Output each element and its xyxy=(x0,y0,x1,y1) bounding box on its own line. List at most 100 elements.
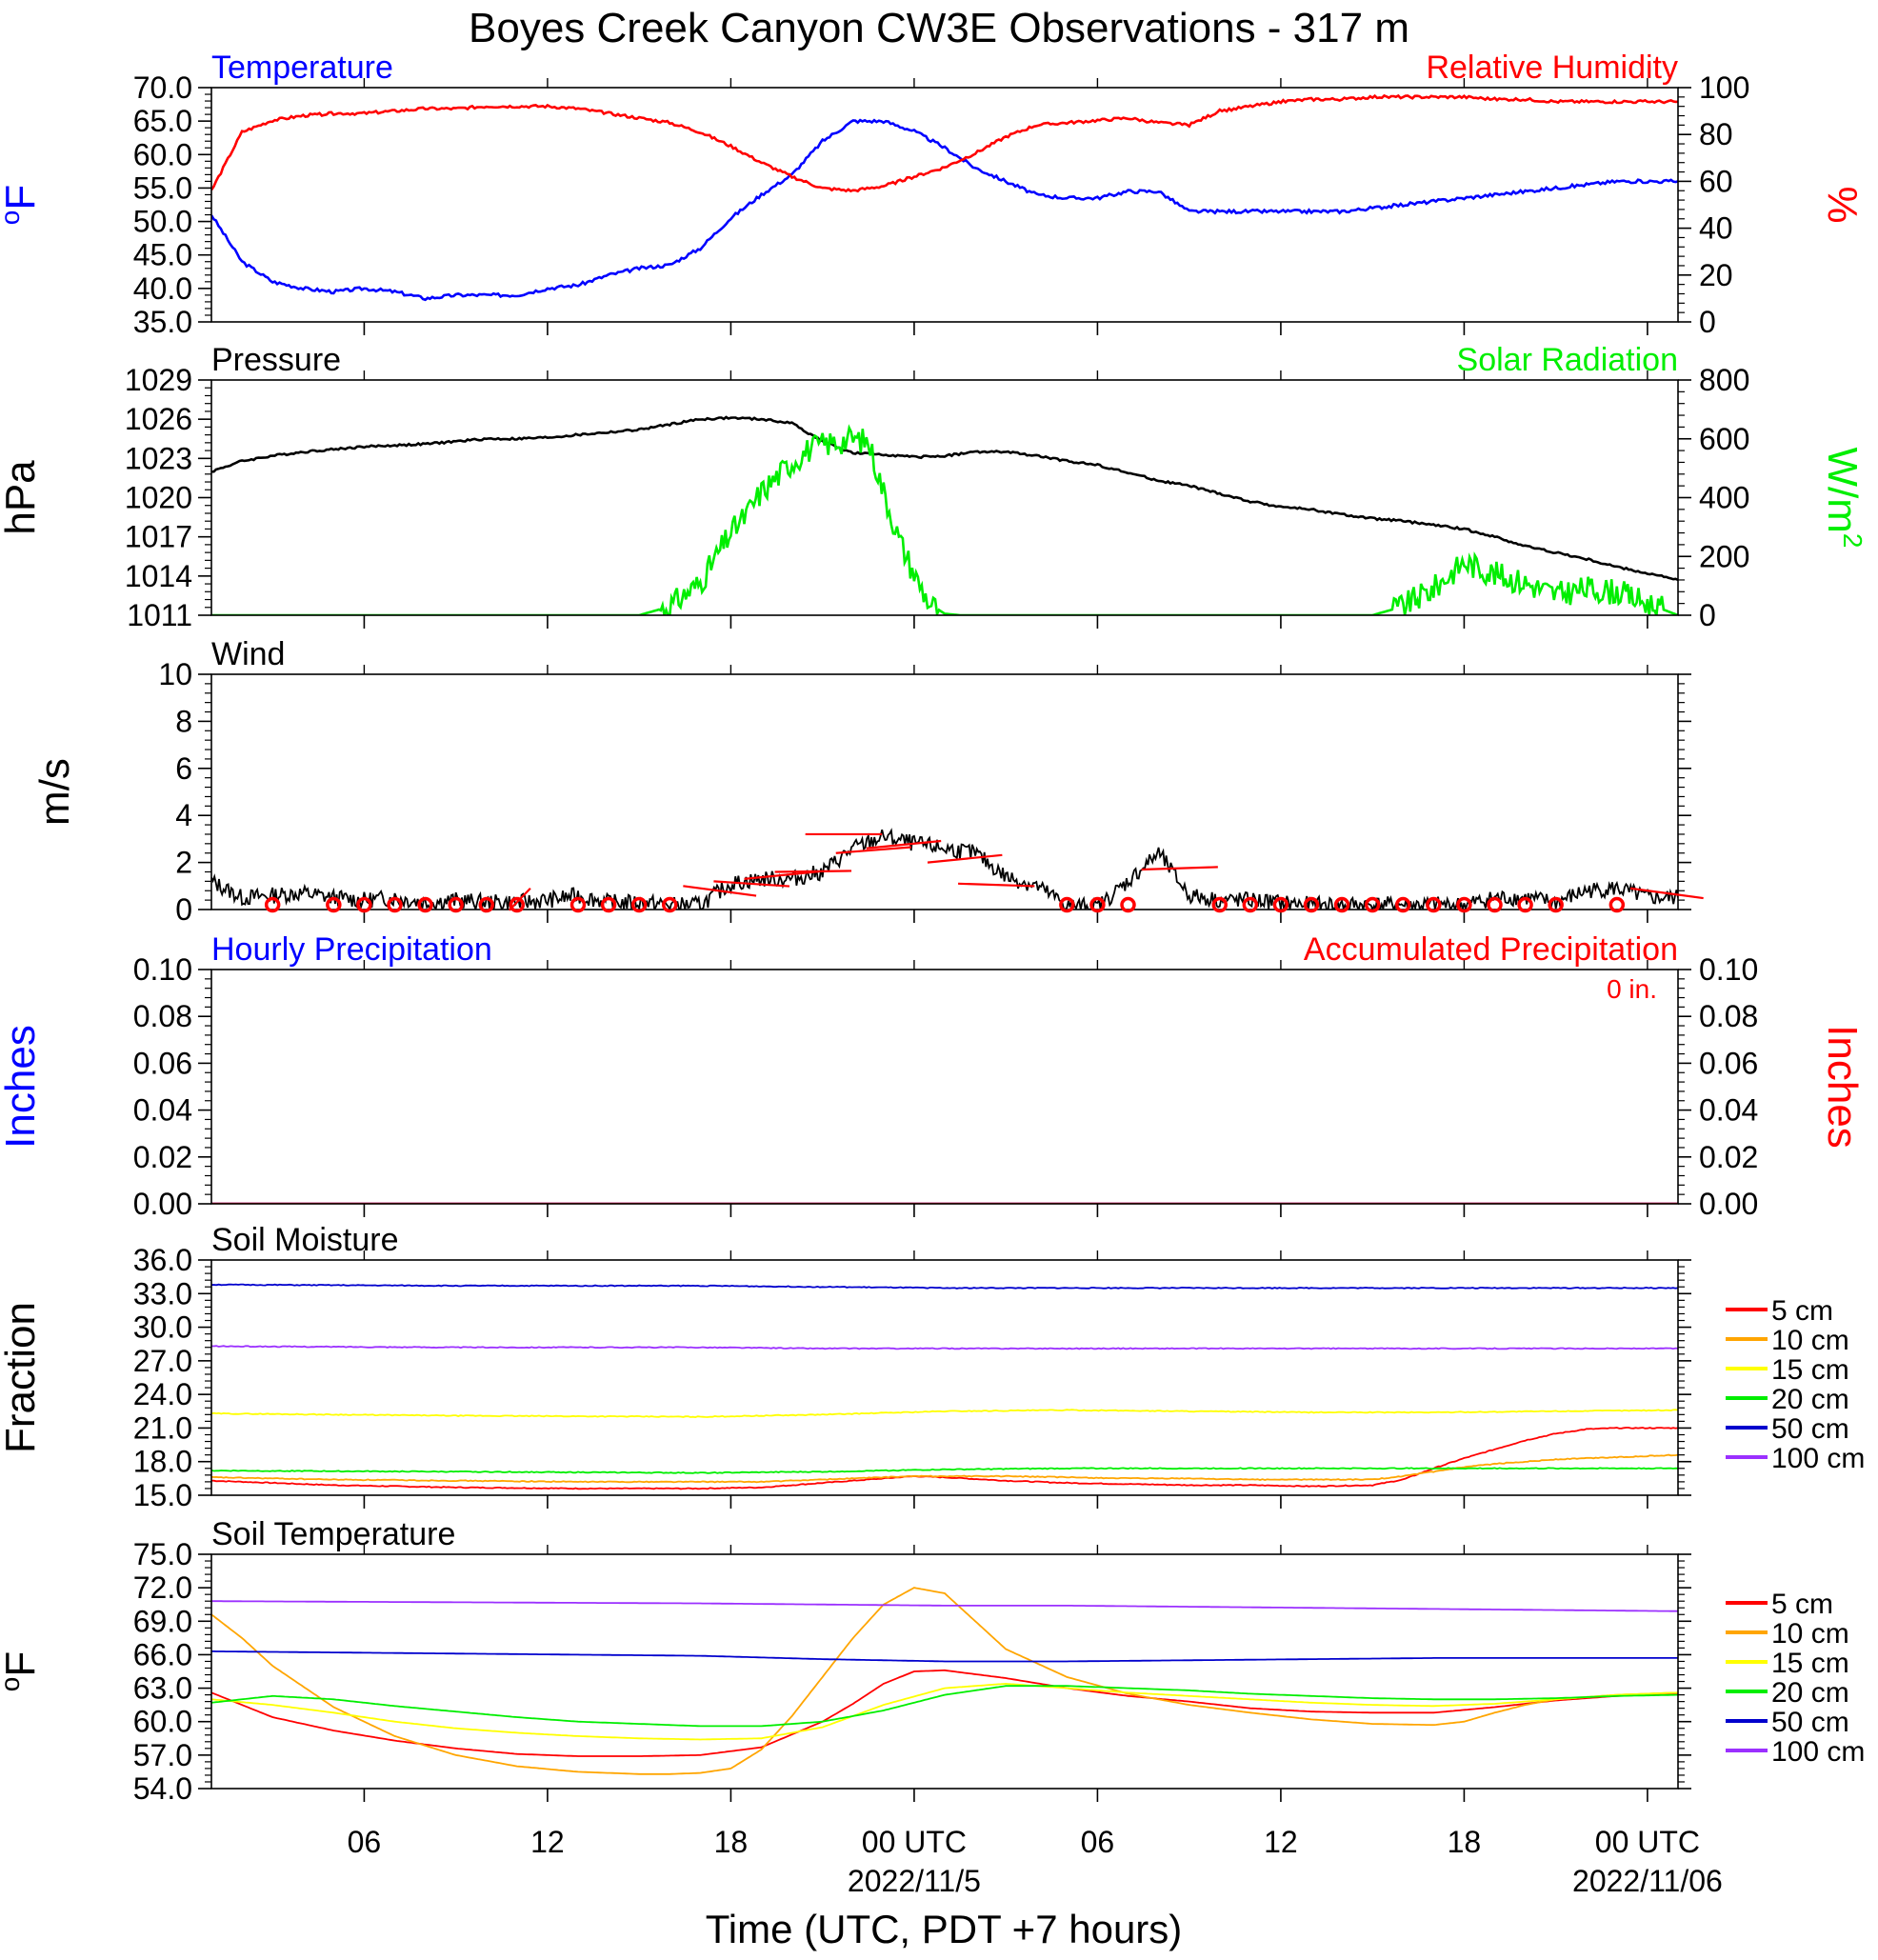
y-tick-label: 10 xyxy=(158,657,192,691)
y-tick-label: 70.0 xyxy=(133,70,192,105)
y-right-axis-label: W/m2 xyxy=(1819,448,1868,549)
series-line-10-cm xyxy=(211,1587,1678,1775)
legend-label-15-cm: 15 cm xyxy=(1771,1354,1849,1386)
panel-title-soil-moisture: Soil Moisture xyxy=(211,1222,399,1258)
x-tick-label: 00 UTC xyxy=(1595,1825,1700,1859)
y-tick-label: 0.00 xyxy=(133,1187,192,1221)
y-tick-label: 1011 xyxy=(127,598,192,632)
y-tick-label: 2 xyxy=(175,846,192,880)
y-axis-label-unit: F xyxy=(0,185,44,210)
panel-title-hourly-precipitation: Hourly Precipitation xyxy=(211,931,492,968)
y-tick-label: 45.0 xyxy=(133,238,192,272)
time-axis: 06 12 18 00 UTC 2022/11/5 06 12 18 00 UTC 2022/11… xyxy=(348,1825,1723,1898)
y-right-tick-label: 40 xyxy=(1699,211,1733,246)
series-line-5-cm xyxy=(211,1669,1678,1757)
y-tick-label: 40.0 xyxy=(133,271,192,306)
accumulated-total-label: 0 in. xyxy=(1607,974,1657,1004)
y-tick-label: 0.02 xyxy=(133,1140,192,1174)
y-tick-label: 27.0 xyxy=(133,1344,192,1378)
y-tick-label: 1026 xyxy=(125,402,192,436)
y-right-axis-label-unit: W/m xyxy=(1819,448,1866,533)
x-tick-label: 18 xyxy=(1448,1825,1482,1859)
y-right-tick-label: 0 xyxy=(1699,598,1716,632)
y-tick-label: 15.0 xyxy=(133,1478,192,1512)
wind-calm-marker xyxy=(1242,896,1259,913)
y-tick-label: 1014 xyxy=(125,559,192,593)
legend-label-5-cm: 5 cm xyxy=(1771,1295,1833,1327)
precipitation-panel: 0.00 0.02 0.04 0.06 0.08 0.10 0.00 0.02 0.04 0.06… xyxy=(0,931,1866,1221)
y-tick-label: 60.0 xyxy=(133,137,192,171)
y-tick-label: 18.0 xyxy=(133,1445,192,1479)
y-tick-label: 1023 xyxy=(125,441,192,475)
wind-calm-marker xyxy=(264,896,281,913)
y-right-tick-label: 0.00 xyxy=(1699,1187,1758,1221)
wind-calm-marker xyxy=(1487,896,1503,913)
series-line-relative-humidity xyxy=(211,93,1678,193)
y-right-axis-label: Inches xyxy=(1819,1025,1866,1149)
legend-label-5-cm: 5 cm xyxy=(1771,1589,1833,1620)
wind-barb xyxy=(1629,887,1704,900)
wind-barb xyxy=(713,880,790,888)
y-axis-label-unit: F xyxy=(0,1651,44,1677)
series-line-20-cm xyxy=(211,1467,1678,1474)
y-axis-label: Fraction xyxy=(0,1302,44,1453)
y-right-tick-label: 20 xyxy=(1699,258,1733,292)
y-tick-label: 24.0 xyxy=(133,1377,192,1411)
plot-frame xyxy=(210,969,1679,1205)
y-right-tick-label: 100 xyxy=(1699,70,1749,105)
legend-label-20-cm: 20 cm xyxy=(1771,1384,1849,1415)
y-tick-label: 21.0 xyxy=(133,1410,192,1445)
y-tick-label: 72.0 xyxy=(133,1570,192,1605)
x-date-label: 2022/11/06 xyxy=(1572,1864,1723,1898)
wind-calm-marker xyxy=(1059,896,1075,913)
y-right-tick-label: 200 xyxy=(1699,539,1749,573)
y-tick-label: 30.0 xyxy=(133,1310,192,1345)
wind-calm-marker xyxy=(1426,896,1442,913)
wind-panel: 0 2 4 6 8 10 Wind m/s xyxy=(31,636,1704,927)
x-date-label: 2022/11/5 xyxy=(848,1864,981,1898)
y-tick-label: 4 xyxy=(175,798,192,832)
wind-calm-marker xyxy=(1608,896,1626,913)
series-line-100-cm xyxy=(211,1600,1678,1612)
plot-frame xyxy=(210,1553,1679,1790)
wind-calm-marker xyxy=(569,896,587,913)
wind-barb xyxy=(958,882,1035,888)
y-tick-label: 0.04 xyxy=(133,1093,192,1128)
y-axis-label: oF xyxy=(0,185,44,225)
y-right-tick-label: 0 xyxy=(1699,305,1716,339)
wind-calm-marker xyxy=(356,896,372,913)
wind-calm-marker xyxy=(478,896,494,913)
y-tick-label: 63.0 xyxy=(133,1671,192,1706)
wind-calm-marker xyxy=(1303,896,1320,913)
y-tick-label: 50.0 xyxy=(133,205,192,239)
series-line-pressure xyxy=(211,415,1678,582)
series-line-5-cm xyxy=(211,1427,1678,1490)
y-tick-label: 35.0 xyxy=(133,305,192,339)
panel-title-temperature: Temperature xyxy=(211,50,393,86)
wind-barb xyxy=(774,870,852,873)
y-tick-label: 33.0 xyxy=(133,1276,192,1310)
wind-calm-marker xyxy=(326,896,342,913)
wind-calm-marker xyxy=(600,896,617,913)
panel-title-wind: Wind xyxy=(211,636,285,672)
y-tick-label: 36.0 xyxy=(133,1243,192,1277)
panel-title-soil-temperature: Soil Temperature xyxy=(211,1516,455,1552)
y-tick-label: 75.0 xyxy=(133,1537,192,1571)
plot-frame xyxy=(210,673,1679,910)
y-axis-label-degree: o xyxy=(0,210,25,226)
wind-barb xyxy=(1141,866,1218,871)
legend-label-10-cm: 10 cm xyxy=(1771,1618,1849,1650)
wind-calm-marker xyxy=(1456,896,1472,913)
wind-calm-marker xyxy=(662,896,678,913)
y-tick-label: 8 xyxy=(175,704,192,738)
y-right-tick-label: 0.04 xyxy=(1699,1093,1758,1128)
y-tick-label: 0.08 xyxy=(133,999,192,1033)
legend-label-100-cm: 100 cm xyxy=(1771,1443,1865,1474)
wind-calm-marker xyxy=(1395,896,1411,913)
wind-calm-marker xyxy=(1364,896,1381,913)
y-tick-label: 0.10 xyxy=(133,952,192,987)
wind-calm-marker xyxy=(1333,896,1350,913)
legend-label-10-cm: 10 cm xyxy=(1771,1325,1849,1356)
series-line-20-cm xyxy=(211,1685,1678,1728)
